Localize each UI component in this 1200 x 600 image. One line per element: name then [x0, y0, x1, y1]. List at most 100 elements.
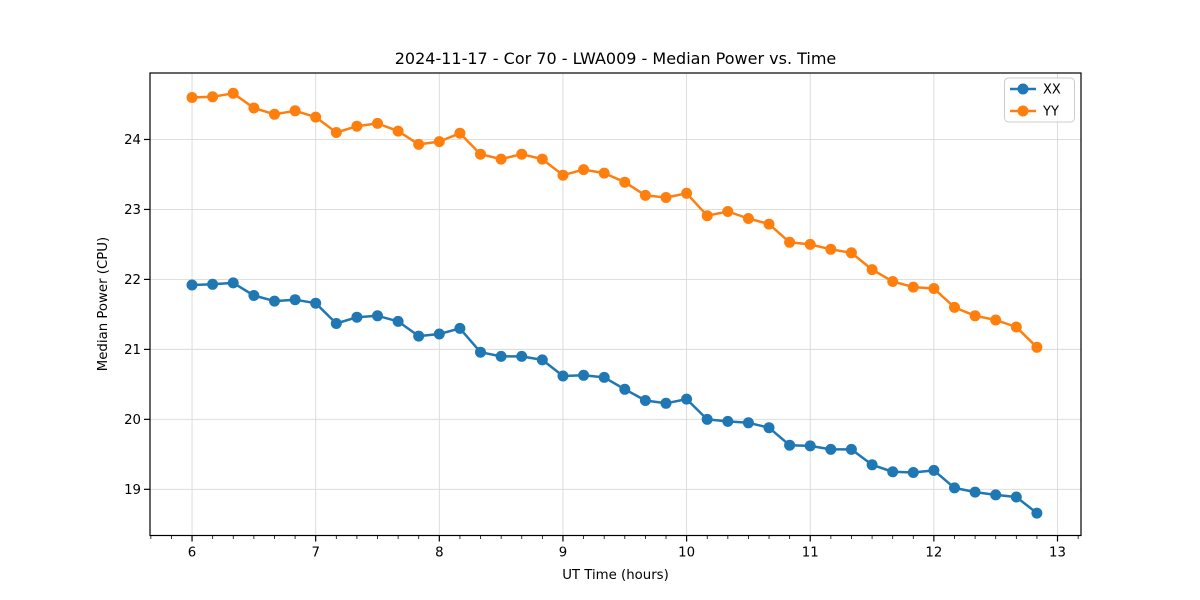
data-point: [949, 482, 960, 494]
data-point: [536, 354, 548, 366]
data-point: [289, 294, 301, 306]
data-point: [578, 369, 590, 381]
data-point: [269, 108, 280, 120]
legend-marker-sample: [1017, 105, 1029, 117]
data-point: [639, 189, 651, 201]
data-point: [454, 322, 466, 334]
data-point: [1031, 507, 1043, 519]
x-tick-label-10: 10: [678, 546, 695, 561]
data-point: [227, 277, 239, 289]
data-series: [186, 87, 1043, 519]
legend-label: YY: [1042, 105, 1059, 120]
data-point: [495, 350, 507, 362]
data-point: [186, 279, 198, 291]
data-point: [907, 467, 919, 478]
data-point: [763, 422, 775, 434]
data-point: [969, 310, 981, 322]
data-point: [701, 210, 713, 222]
data-point: [907, 281, 919, 293]
x-axis-label: UT Time (hours): [562, 568, 669, 583]
data-point: [1031, 341, 1043, 353]
data-point: [866, 459, 878, 471]
data-point: [372, 310, 383, 322]
axis-ticks: [144, 138, 1079, 542]
data-point: [742, 417, 754, 429]
legend-box: [1004, 77, 1075, 123]
data-point: [186, 92, 198, 103]
data-point: [330, 127, 342, 138]
data-point: [207, 278, 219, 290]
data-point: [722, 415, 734, 427]
data-point: [516, 148, 528, 160]
y-tick-label-22: 22: [124, 273, 141, 288]
tick-labels: 6 7 8 9 10 11 12 13 19 20 21 22 23 24: [124, 133, 1066, 560]
data-point: [372, 117, 383, 129]
data-point: [681, 393, 693, 405]
data-point: [269, 295, 280, 307]
data-point: [845, 247, 857, 259]
x-tick-label-9: 9: [559, 546, 567, 561]
data-point: [887, 466, 899, 478]
chart-title: 2024-11-17 - Cor 70 - LWA009 - Median Po…: [395, 49, 837, 68]
y-tick-label-20: 20: [124, 413, 141, 428]
x-tick-label-11: 11: [802, 546, 819, 561]
data-point: [990, 314, 1002, 326]
data-point: [310, 297, 322, 309]
y-tick-label-19: 19: [124, 483, 141, 498]
legend-label: XX: [1043, 83, 1061, 98]
data-point: [454, 127, 466, 139]
data-point: [557, 370, 569, 382]
data-point: [413, 138, 425, 150]
data-point: [845, 443, 857, 455]
legend-marker-sample: [1017, 83, 1029, 95]
data-point: [1010, 491, 1022, 503]
data-point: [825, 243, 837, 255]
y-tick-label-23: 23: [124, 203, 141, 218]
data-point: [804, 440, 816, 452]
series-yy-markers: [186, 87, 1043, 353]
data-point: [619, 383, 631, 395]
data-point: [722, 206, 734, 217]
data-point: [392, 125, 404, 137]
data-point: [330, 318, 342, 329]
data-point: [660, 192, 672, 203]
data-point: [763, 218, 775, 230]
x-tick-label-12: 12: [925, 546, 942, 561]
data-point: [866, 264, 878, 276]
data-point: [784, 439, 796, 451]
data-point: [804, 238, 816, 250]
data-point: [639, 395, 651, 406]
gridlines: [150, 73, 1081, 536]
data-point: [887, 276, 899, 287]
data-point: [495, 153, 507, 165]
data-point: [598, 167, 610, 179]
legend-item-yy: YY: [1010, 105, 1059, 120]
data-point: [660, 397, 672, 409]
y-tick-label-24: 24: [124, 133, 141, 148]
data-point: [598, 371, 610, 383]
data-point: [928, 283, 940, 294]
x-tick-label-13: 13: [1049, 546, 1066, 561]
data-point: [310, 111, 322, 123]
data-point: [475, 148, 486, 160]
data-point: [969, 486, 981, 498]
data-point: [536, 153, 548, 165]
data-point: [825, 443, 837, 455]
data-point: [433, 328, 445, 340]
data-point: [784, 236, 796, 248]
series-yy-line: [190, 92, 1039, 349]
y-axis-label: Median Power (CPU): [96, 237, 111, 371]
data-point: [701, 413, 713, 425]
data-point: [681, 187, 693, 199]
data-point: [351, 311, 363, 323]
data-point: [475, 346, 486, 358]
data-point: [227, 87, 239, 99]
data-point: [413, 330, 425, 342]
axes-frame: [149, 72, 1082, 537]
series-xx-markers: [186, 277, 1043, 519]
legend-item-xx: XX: [1010, 83, 1061, 98]
data-point: [557, 169, 569, 181]
y-tick-label-21: 21: [124, 343, 141, 358]
